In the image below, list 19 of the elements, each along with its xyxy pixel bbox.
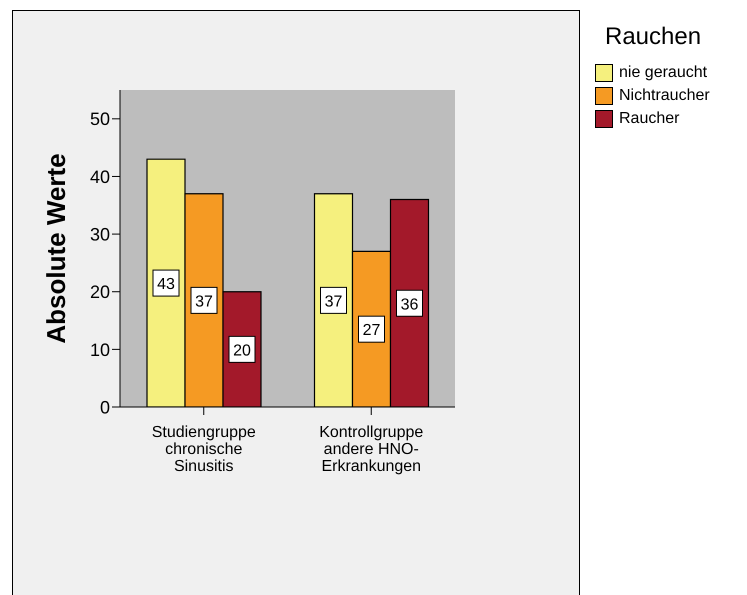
y-tick-label: 50 bbox=[90, 109, 110, 130]
y-tick-label: 20 bbox=[90, 282, 110, 302]
y-axis-title: Absolute Werte bbox=[41, 153, 72, 344]
data-label: 27 bbox=[362, 322, 380, 340]
y-tick-label: 40 bbox=[90, 166, 110, 187]
legend-title: Rauchen bbox=[605, 23, 702, 51]
legend-label: nie geraucht bbox=[619, 64, 708, 82]
y-tick-label: 10 bbox=[90, 340, 110, 360]
data-label: 43 bbox=[157, 276, 175, 294]
legend-label: Nichtraucher bbox=[619, 86, 710, 104]
x-tick-label: Studiengruppe chronische Sinusitis bbox=[152, 424, 256, 475]
x-tick-label: Kontrollgruppe andere HNO- Erkrankungen bbox=[319, 424, 424, 475]
legend-label: Raucher bbox=[619, 110, 680, 128]
y-tick-label: 30 bbox=[90, 224, 110, 244]
data-label: 20 bbox=[233, 342, 251, 360]
data-label: 37 bbox=[195, 293, 213, 310]
data-label: 36 bbox=[400, 296, 418, 314]
data-label: 37 bbox=[324, 293, 342, 310]
y-tick-label: 0 bbox=[100, 397, 110, 418]
